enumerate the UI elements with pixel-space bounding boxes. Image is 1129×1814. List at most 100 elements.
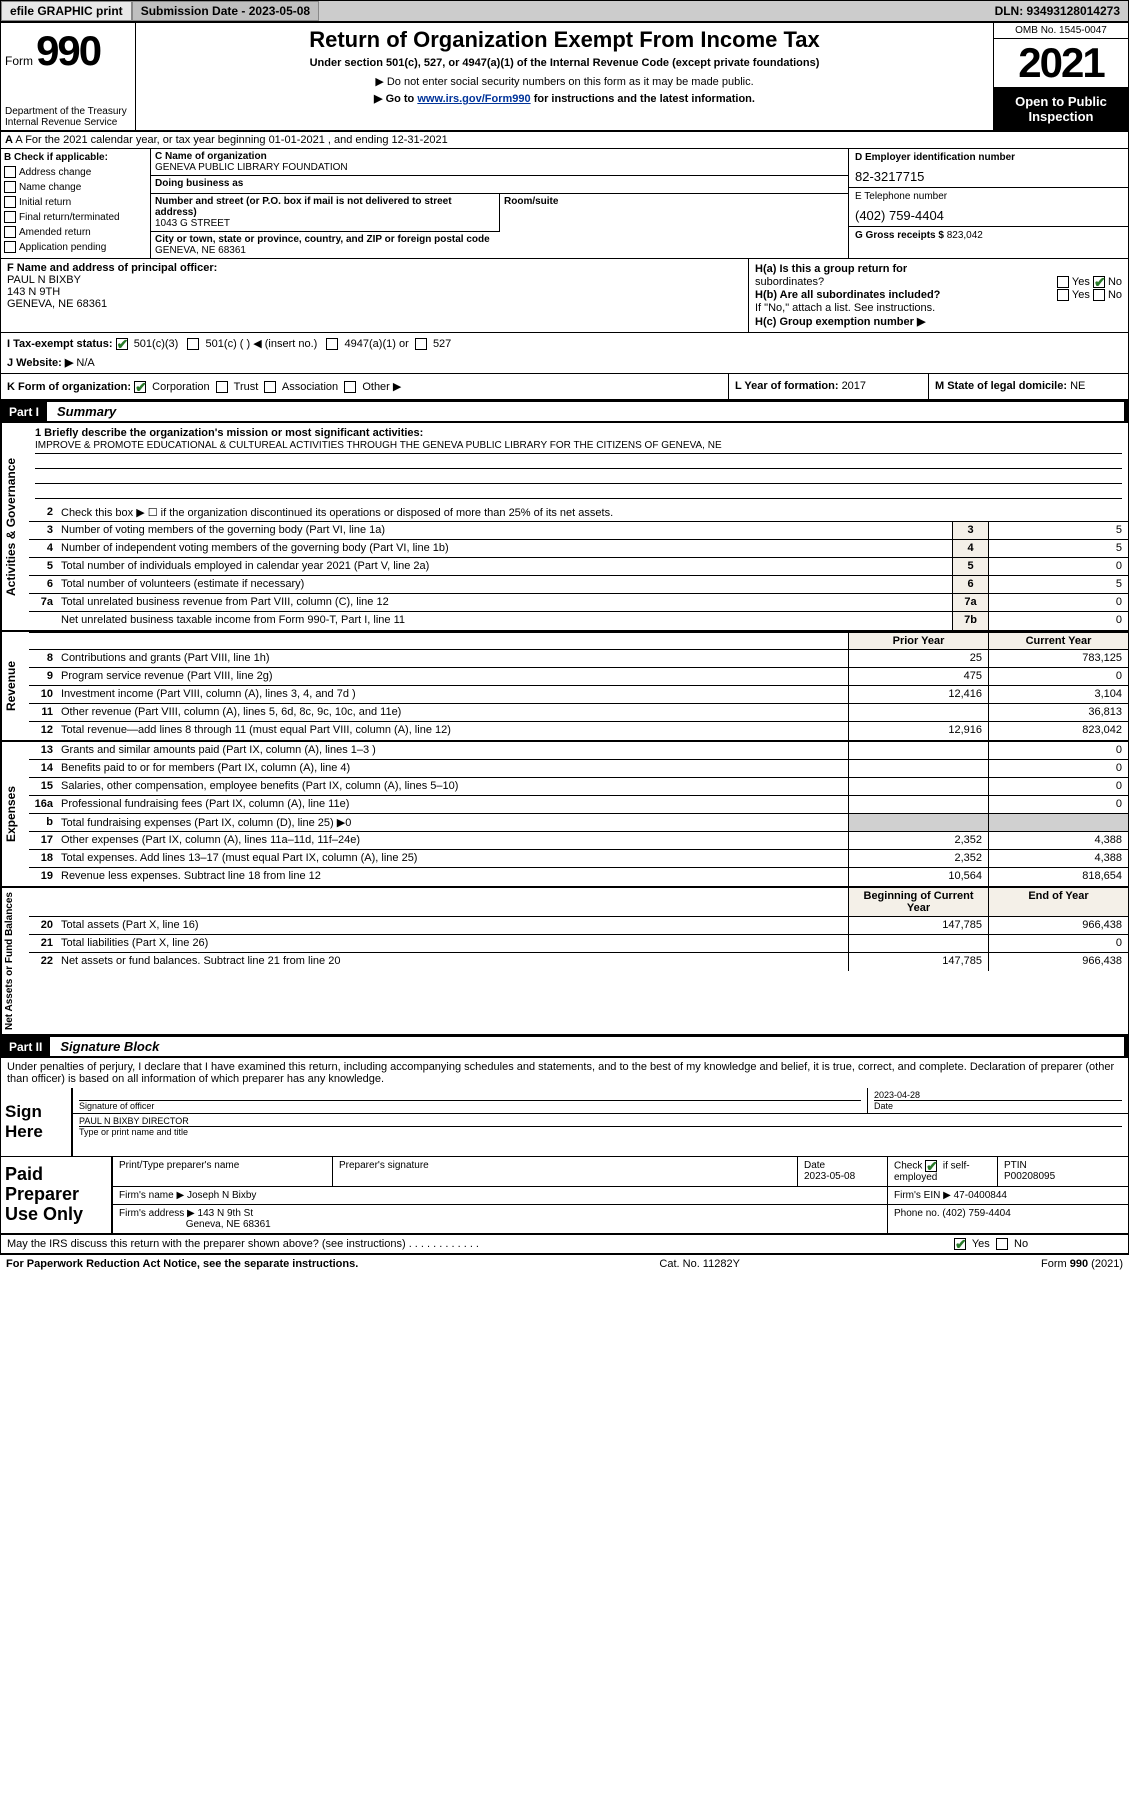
may-discuss: May the IRS discuss this return with the… [1,1235,948,1253]
footer-cat: Cat. No. 11282Y [659,1258,740,1270]
table-row: 5Total number of individuals employed in… [29,558,1128,576]
col-current-year: Current Year [988,633,1128,649]
firm-addr1: 143 N 9th St [198,1208,254,1219]
tel-label: E Telephone number [855,191,947,202]
k-trust[interactable] [216,381,228,393]
i-501c[interactable] [187,338,199,350]
table-row: bTotal fundraising expenses (Part IX, co… [29,814,1128,832]
city-label: City or town, state or province, country… [155,234,844,245]
efile-print-btn[interactable]: efile GRAPHIC print [1,1,132,21]
cb-address-change[interactable]: Address change [4,165,147,180]
ptin: P00208095 [1004,1171,1055,1182]
table-row: 12Total revenue—add lines 8 through 11 (… [29,722,1128,740]
section-h: H(a) Is this a group return for subordin… [748,259,1128,332]
section-l: L Year of formation: 2017 [728,374,928,399]
submission-date: Submission Date - 2023-05-08 [132,1,319,21]
table-row: 13Grants and similar amounts paid (Part … [29,742,1128,760]
ha-yes[interactable] [1057,276,1069,288]
paid-label: Paid Preparer Use Only [1,1157,111,1233]
topbar: efile GRAPHIC print Submission Date - 20… [0,0,1129,22]
table-row: 4Number of independent voting members of… [29,540,1128,558]
table-row: 15Salaries, other compensation, employee… [29,778,1128,796]
subtitle-1: Under section 501(c), 527, or 4947(a)(1)… [144,57,985,69]
dln: DLN: 93493128014273 [987,2,1128,20]
k-assoc[interactable] [264,381,276,393]
form-title: Return of Organization Exempt From Incom… [144,27,985,53]
officer-name: PAUL N BIXBY [7,274,81,286]
cb-name-change[interactable]: Name change [4,180,147,195]
org-name-label: C Name of organization [155,151,844,162]
table-row: 8Contributions and grants (Part VIII, li… [29,650,1128,668]
col-prior-year: Prior Year [848,633,988,649]
vtab-activities: Activities & Governance [1,423,29,630]
i-527[interactable] [415,338,427,350]
vtab-net-assets: Net Assets or Fund Balances [1,888,29,1034]
footer-right: Form 990 (2021) [1041,1258,1123,1270]
i-4947[interactable] [326,338,338,350]
room-label: Room/suite [504,196,844,207]
subtitle-3: ▶ Go to www.irs.gov/Form990 for instruct… [144,92,985,105]
page-footer: For Paperwork Reduction Act Notice, see … [0,1255,1129,1273]
hb-no[interactable] [1093,289,1105,301]
form-number: 990 [36,27,100,74]
ein: 82-3217715 [855,163,1122,184]
part-1-header: Part I Summary [1,401,1128,423]
sig-officer-label: Signature of officer [79,1100,861,1111]
prep-date: 2023-05-08 [804,1171,855,1182]
section-m: M State of legal domicile: NE [928,374,1128,399]
k-other[interactable] [344,381,356,393]
street: 1043 G STREET [155,218,230,229]
firm-ein: 47-0400844 [954,1190,1007,1201]
table-row: 14Benefits paid to or for members (Part … [29,760,1128,778]
telephone: (402) 759-4404 [855,202,1122,223]
form-header: Form 990 Department of the Treasury Inte… [1,23,1128,132]
table-row: 17Other expenses (Part IX, column (A), l… [29,832,1128,850]
omb: OMB No. 1545-0047 [994,23,1128,39]
vtab-expenses: Expenses [1,742,29,886]
cb-initial-return[interactable]: Initial return [4,195,147,210]
officer-addr2: GENEVA, NE 68361 [7,298,107,310]
col-bcy: Beginning of Current Year [848,888,988,916]
col-eoy: End of Year [988,888,1128,916]
section-d: D Employer identification number 82-3217… [848,149,1128,258]
dba-label: Doing business as [155,178,844,189]
sig-name: PAUL N BIXBY DIRECTOR [79,1116,189,1126]
declaration: Under penalties of perjury, I declare th… [1,1058,1128,1088]
street-label: Number and street (or P.O. box if mail i… [155,196,495,218]
officer-addr1: 143 N 9TH [7,286,60,298]
cb-app-pending[interactable]: Application pending [4,240,147,255]
i-501c3[interactable] [116,338,128,350]
table-row: 21Total liabilities (Part X, line 26)0 [29,935,1128,953]
section-f: F Name and address of principal officer:… [1,259,748,332]
table-row: 20Total assets (Part X, line 16)147,7859… [29,917,1128,935]
ha-no[interactable] [1093,276,1105,288]
firm-name: Joseph N Bixby [187,1190,256,1201]
hb-yes[interactable] [1057,289,1069,301]
row-a-tax-year: A A For the 2021 calendar year, or tax y… [1,132,1128,149]
form-990: Form 990 Department of the Treasury Inte… [0,22,1129,1255]
may-no[interactable] [996,1238,1008,1250]
cb-final-return[interactable]: Final return/terminated [4,210,147,225]
mission-text: IMPROVE & PROMOTE EDUCATIONAL & CULTUREA… [35,440,1122,454]
k-corp[interactable] [134,381,146,393]
org-name: GENEVA PUBLIC LIBRARY FOUNDATION [155,162,348,173]
city: GENEVA, NE 68361 [155,245,246,256]
table-row: Net unrelated business taxable income fr… [29,612,1128,630]
prep-name-hdr: Print/Type preparer's name [113,1157,333,1186]
may-yes[interactable] [954,1238,966,1250]
table-row: 3Number of voting members of the governi… [29,522,1128,540]
open-inspection: Open to Public Inspection [994,88,1128,130]
cb-amended[interactable]: Amended return [4,225,147,240]
sig-name-label: Type or print name and title [79,1126,1122,1137]
section-i: I Tax-exempt status: 501(c)(3) 501(c) ( … [7,337,1122,369]
prep-sig-hdr: Preparer's signature [333,1157,798,1186]
section-b: B Check if applicable: Address change Na… [1,149,151,258]
dept-label: Department of the Treasury Internal Reve… [5,106,135,128]
ein-label: D Employer identification number [855,152,1015,163]
table-row: 10Investment income (Part VIII, column (… [29,686,1128,704]
form-label: Form [5,54,33,68]
signature-block: Under penalties of perjury, I declare th… [1,1058,1128,1157]
sig-date-label: Date [874,1100,1122,1111]
irs-link[interactable]: www.irs.gov/Form990 [417,93,530,105]
firm-phone: (402) 759-4404 [942,1208,1010,1219]
